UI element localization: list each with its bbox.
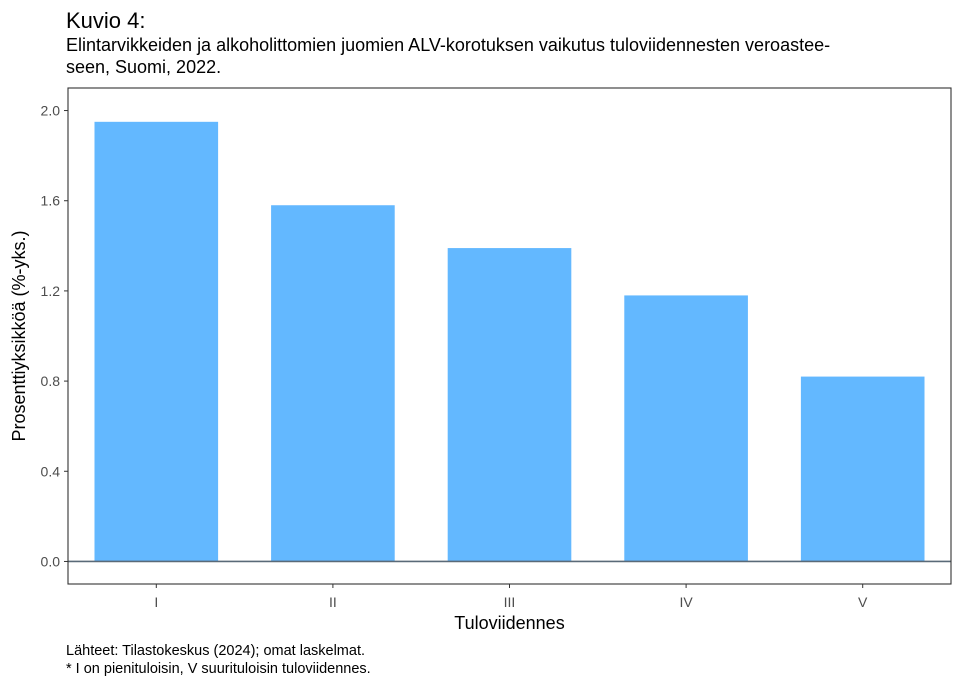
subtitle-line-2: seen, Suomi, 2022. — [66, 57, 222, 77]
y-tick-label: 0.4 — [41, 463, 61, 479]
footnote: * I on pienituloisin, V suurituloisin tu… — [66, 661, 371, 677]
x-tick-label: IV — [679, 594, 693, 610]
x-axis: I II III IV V — [154, 584, 868, 610]
figure-subtitle: Elintarvikkeiden ja alkoholittomien juom… — [66, 34, 961, 78]
source-note: Lähteet: Tilastokeskus (2024); omat lask… — [66, 643, 366, 659]
bar-IV — [624, 295, 748, 562]
subtitle-line-1: Elintarvikkeiden ja alkoholittomien juom… — [66, 35, 831, 55]
bars-group — [94, 121, 925, 562]
bar-III — [447, 248, 572, 562]
figure-title: Kuvio 4: — [66, 8, 146, 33]
y-axis-title: Prosenttiyksikköä (%-yks.) — [9, 230, 29, 441]
x-tick-label: V — [858, 594, 868, 610]
x-tick-label: III — [504, 594, 516, 610]
bar-I — [94, 121, 219, 562]
y-axis: 0.0 0.4 0.8 1.2 1.6 2.0 — [41, 103, 68, 569]
x-tick-label: I — [154, 594, 158, 610]
y-tick-label: 1.2 — [41, 283, 61, 299]
y-tick-label: 0.0 — [41, 553, 61, 569]
y-tick-label: 0.8 — [41, 373, 61, 389]
bar-II — [271, 205, 395, 562]
y-tick-label: 2.0 — [41, 103, 61, 119]
y-tick-label: 1.6 — [41, 193, 61, 209]
x-axis-title: Tuloviidennes — [454, 613, 564, 633]
x-tick-label: II — [329, 594, 337, 610]
figure-footer: Lähteet: Tilastokeskus (2024); omat lask… — [66, 642, 371, 678]
bar-V — [800, 376, 925, 562]
